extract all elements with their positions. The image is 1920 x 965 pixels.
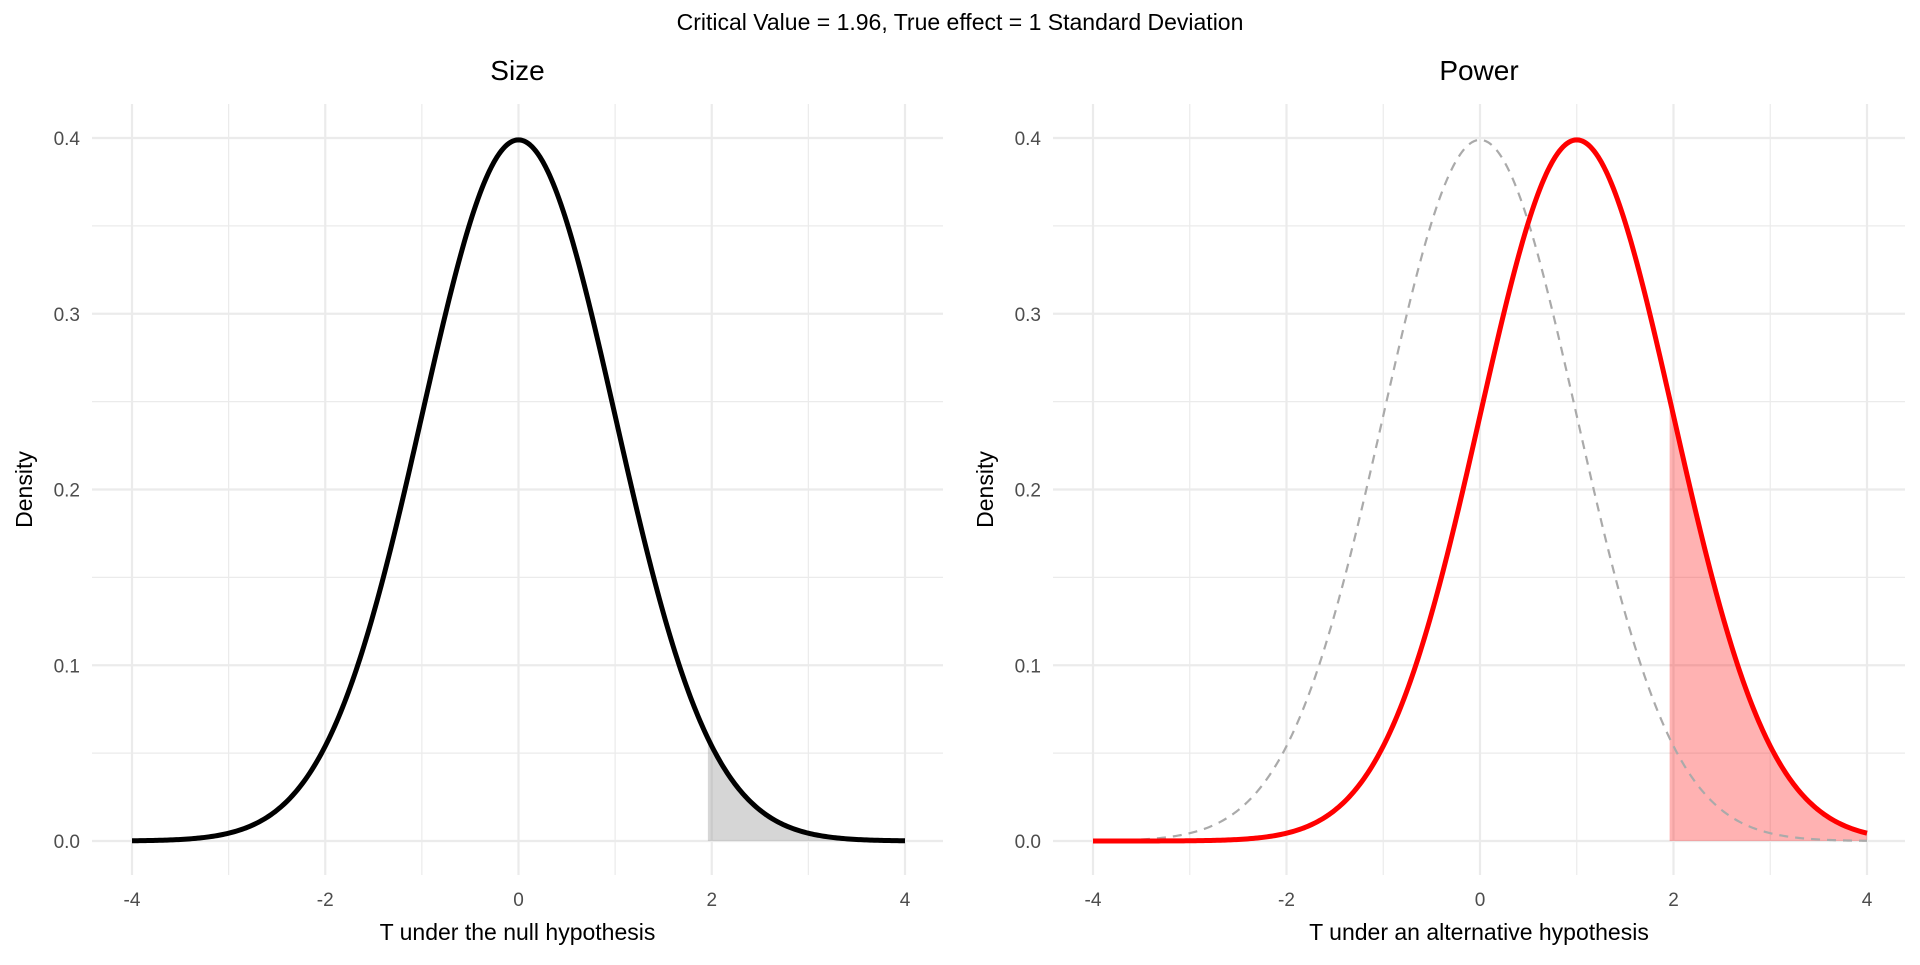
y-tick-label: 0.1: [54, 656, 80, 677]
y-axis-title: Density: [11, 451, 37, 528]
panel-power: Power -4 -2 0 2 4 0.0 0.1 0.2 0.3 0.4 T under an al…: [972, 55, 1905, 945]
shaded-rejection-region: [1669, 398, 1867, 841]
density-curve: [131, 137, 906, 844]
y-tick-label: 0.0: [1015, 832, 1041, 853]
x-tick-label: -4: [124, 890, 141, 911]
y-tick-label: 0.1: [1015, 656, 1041, 677]
panel-title: Power: [1439, 55, 1518, 86]
y-tick-label: 0.4: [1015, 129, 1042, 150]
density-curve: [1092, 137, 1868, 844]
y-tick-label: 0.3: [54, 305, 80, 326]
x-tick-label: 0: [1475, 890, 1486, 911]
y-tick-label: 0.2: [1015, 481, 1041, 502]
x-tick-label: 0: [513, 890, 524, 911]
y-axis-title: Density: [972, 451, 998, 528]
y-tick-label: 0.4: [54, 129, 81, 150]
x-axis-title: T under an alternative hypothesis: [1309, 919, 1649, 945]
x-axis-title: T under the null hypothesis: [380, 919, 656, 945]
shaded-rejection-region: [707, 738, 905, 841]
x-tick-label: 2: [1668, 890, 1679, 911]
figure-title: Critical Value = 1.96, True effect = 1 S…: [677, 9, 1244, 35]
x-tick-label: 4: [900, 890, 911, 911]
x-tick-label: 2: [706, 890, 717, 911]
y-tick-label: 0.3: [1015, 305, 1041, 326]
panel-size: Size -4 -2 0 2 4 0.0 0.1 0.2 0.3 0.4 T under the nu…: [11, 55, 943, 945]
x-tick-label: -4: [1085, 890, 1102, 911]
y-tick-label: 0.2: [54, 481, 80, 502]
x-tick-label: 4: [1862, 890, 1873, 911]
x-tick-label: -2: [1278, 890, 1295, 911]
panel-title: Size: [490, 55, 544, 86]
y-tick-label: 0.0: [54, 832, 80, 853]
null-density-curve-dashed: [1092, 138, 1868, 842]
x-tick-label: -2: [317, 890, 334, 911]
